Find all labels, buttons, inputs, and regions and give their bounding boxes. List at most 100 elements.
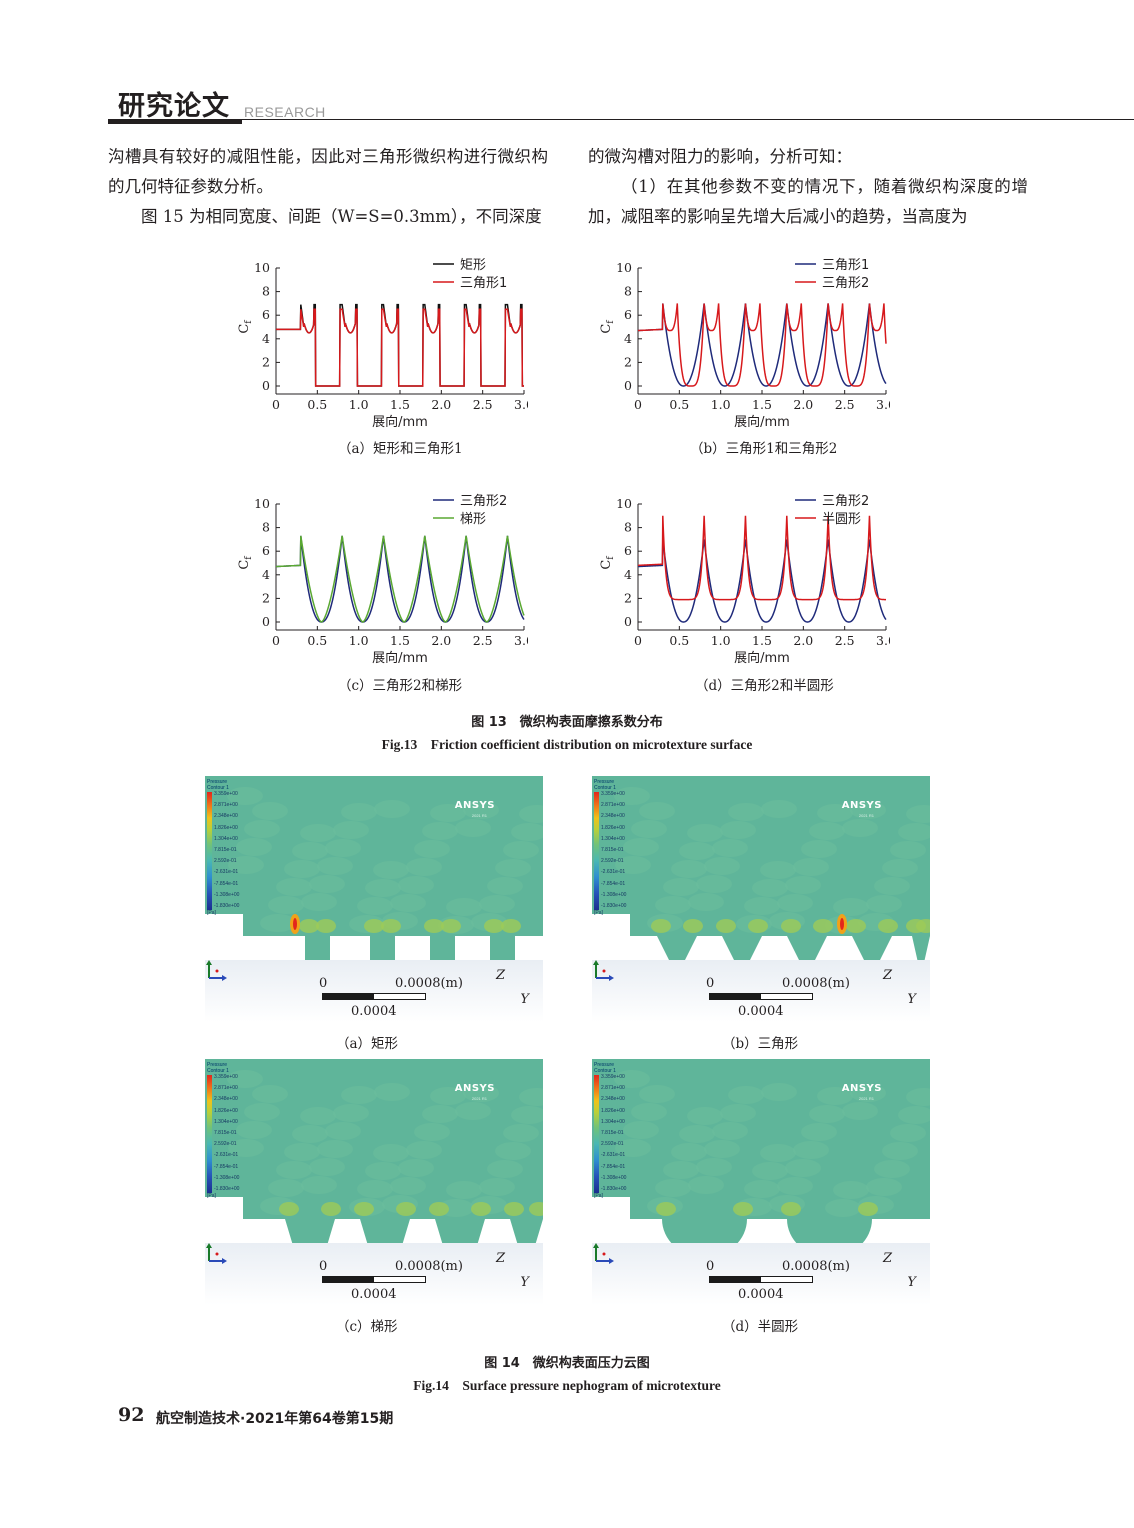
axis-z-label: Z xyxy=(882,1251,892,1266)
fig14-caption-en: Fig.14 Surface pressure nephogram of mic… xyxy=(413,1378,721,1393)
legend-value: 2.348e+00 xyxy=(214,813,238,820)
legend-value: -1.830e+00 xyxy=(601,1186,627,1192)
x-tick-label: 3.0 xyxy=(876,397,890,412)
contour-panel-tri: Pressure Contour 1 3.359e+00 2.871e+00 2.348… xyxy=(592,776,930,1022)
scale-bar xyxy=(322,993,426,1000)
axis-z-label: Z xyxy=(882,968,892,983)
chart-svg: 0 0.5 1.0 1.5 2.0 2.5 3.0 0 2 4 6 8 10 展向/mm Cf 三角形2 梯形 xyxy=(237,494,528,666)
scale-label-end: 0.0008(m) xyxy=(782,976,850,991)
legend-value: 7.815e-01 xyxy=(601,1130,624,1136)
x-tick-label: 0.5 xyxy=(307,397,327,412)
legend-value: -1.830e+00 xyxy=(601,903,627,909)
y-tick-label: 4 xyxy=(262,567,270,582)
legend-value: 1.304e+00 xyxy=(214,1118,238,1125)
scale-label-mid: 0.0004 xyxy=(351,1004,397,1019)
legend-value: 7.815e-01 xyxy=(214,1130,237,1136)
x-axis-label: 展向/mm xyxy=(734,650,790,666)
axis-y-label: Y xyxy=(907,992,916,1007)
legend-value: -2.631e-01 xyxy=(214,869,239,876)
x-tick-label: 1.5 xyxy=(752,397,772,412)
legend-value: 2.871e+00 xyxy=(601,802,625,809)
y-axis-label: Cf xyxy=(237,320,254,334)
legend-value: -2.631e-01 xyxy=(601,1152,626,1159)
scale-label-start: 0 xyxy=(706,1259,715,1274)
scale-area: 0 0.0008(m) 0.0004 Z Y xyxy=(592,1243,930,1305)
contour-panel-trap: Pressure Contour 1 3.359e+00 2.871e+00 2.348… xyxy=(205,1059,543,1305)
x-tick-label: 1.5 xyxy=(390,397,410,412)
x-tick-label: 0 xyxy=(272,397,280,412)
section-title: 研究论文 xyxy=(118,91,230,122)
y-tick-label: 0 xyxy=(262,614,270,629)
x-tick-label: 2.0 xyxy=(793,397,813,412)
fig13-caption-b: （b）三角形1和三角形2 xyxy=(690,441,838,457)
scale-label-mid: 0.0004 xyxy=(351,1287,397,1302)
x-tick-label: 0 xyxy=(634,397,642,412)
scale-area: 0 0.0008(m) 0.0004 Z Y xyxy=(205,960,543,1022)
y-tick-label: 0 xyxy=(624,378,632,393)
section-subtitle: RESEARCH xyxy=(244,104,326,120)
legend-unit: [Pa] xyxy=(594,1193,603,1199)
axis-y-label: Y xyxy=(907,1275,916,1290)
series-line-2 xyxy=(637,303,887,387)
scale-bar xyxy=(709,1276,813,1283)
axis-triad-icon xyxy=(593,1243,614,1264)
axis-z-label: Z xyxy=(495,1251,505,1266)
legend-label: 矩形 xyxy=(460,258,486,273)
body-paragraph: （1）在其他参数不变的情况下，随着微织构深度的增加，减阻率的影响呈先增大后减小的… xyxy=(588,177,1028,226)
scale-area: 0 0.0008(m) 0.0004 Z Y xyxy=(592,960,930,1022)
body-paragraph: 的微沟槽对阻力的影响，分析可知： xyxy=(588,147,852,166)
legend-value: -7.854e-01 xyxy=(214,1163,239,1170)
legend-value: 2.348e+00 xyxy=(214,1096,238,1103)
ansys-logo: ANSYS xyxy=(454,800,495,811)
legend-label: 三角形2 xyxy=(460,494,507,509)
scale-label-start: 0 xyxy=(706,976,715,991)
series-line-2 xyxy=(276,308,524,387)
y-tick-label: 6 xyxy=(624,543,632,558)
y-tick-label: 2 xyxy=(624,590,632,605)
y-tick-label: 10 xyxy=(254,496,270,511)
y-tick-label: 4 xyxy=(624,567,632,582)
x-tick-label: 0.5 xyxy=(669,397,689,412)
x-axis-label: 展向/mm xyxy=(372,650,428,666)
fig14-caption-d: （d）半圆形 xyxy=(722,1319,799,1335)
legend-value: 1.826e+00 xyxy=(601,824,625,831)
legend-value: -1.308e+00 xyxy=(214,891,240,898)
legend-label: 三角形2 xyxy=(822,494,869,509)
series-line-1 xyxy=(637,539,887,623)
y-tick-label: 0 xyxy=(624,614,632,629)
pressure-legend: Pressure Contour 1 3.359e+00 2.871e+00 2.348… xyxy=(592,776,630,916)
legend-title: Pressure Contour 1 xyxy=(207,779,229,791)
contour-panel-semi: Pressure Contour 1 3.359e+00 2.871e+00 2.348… xyxy=(592,1059,930,1305)
scale-label-end: 0.0008(m) xyxy=(395,1259,463,1274)
legend-value: 7.815e-01 xyxy=(214,847,237,853)
legend-title: Pressure Contour 1 xyxy=(594,1062,616,1074)
x-tick-label: 1.0 xyxy=(349,397,369,412)
legend-colorbar xyxy=(207,792,212,910)
legend-value: 1.304e+00 xyxy=(601,1118,625,1125)
ansys-version: 2021 R1 xyxy=(858,813,874,818)
y-tick-label: 10 xyxy=(616,260,632,275)
y-tick-label: 8 xyxy=(624,520,632,535)
x-tick-label: 2.0 xyxy=(431,397,451,412)
y-tick-label: 6 xyxy=(262,307,270,322)
body-paragraph: 沟槽具有较好的减阻性能，因此对三角形微织构进行微织构的几何特征参数分析。 xyxy=(108,147,548,196)
scale-label-mid: 0.0004 xyxy=(738,1004,784,1019)
legend-value: -1.830e+00 xyxy=(214,1186,240,1192)
pressure-legend: Pressure Contour 1 3.359e+00 2.871e+00 2.348… xyxy=(205,1059,243,1199)
axis-y-label: Y xyxy=(520,1275,529,1290)
x-tick-label: 0.5 xyxy=(669,633,689,648)
contour-panel-rect: Pressure Contour 1 3.359e+00 2.871e+00 2.348… xyxy=(205,776,543,1022)
pressure-legend: Pressure Contour 1 3.359e+00 2.871e+00 2.348… xyxy=(205,776,243,916)
legend-value: 1.304e+00 xyxy=(601,835,625,842)
legend-value: 3.359e+00 xyxy=(601,791,625,797)
x-tick-label: 1.0 xyxy=(711,397,731,412)
legend-colorbar xyxy=(594,792,599,910)
y-tick-label: 8 xyxy=(262,284,270,299)
legend-value: 1.826e+00 xyxy=(214,1107,238,1114)
legend-title: Pressure Contour 1 xyxy=(594,779,616,791)
legend-value: 3.359e+00 xyxy=(601,1074,625,1080)
legend-value: 1.304e+00 xyxy=(214,835,238,842)
y-tick-label: 0 xyxy=(262,378,270,393)
chart-svg: 0 0.5 1.0 1.5 2.0 2.5 3.0 0 2 4 6 8 10 展向/mm Cf 三角形1 三角形… xyxy=(599,258,890,430)
fig13-chart-d: 0 0.5 1.0 1.5 2.0 2.5 3.0 0 2 4 6 8 10 展向/mm Cf 三角形2 半圆形 xyxy=(590,486,890,716)
